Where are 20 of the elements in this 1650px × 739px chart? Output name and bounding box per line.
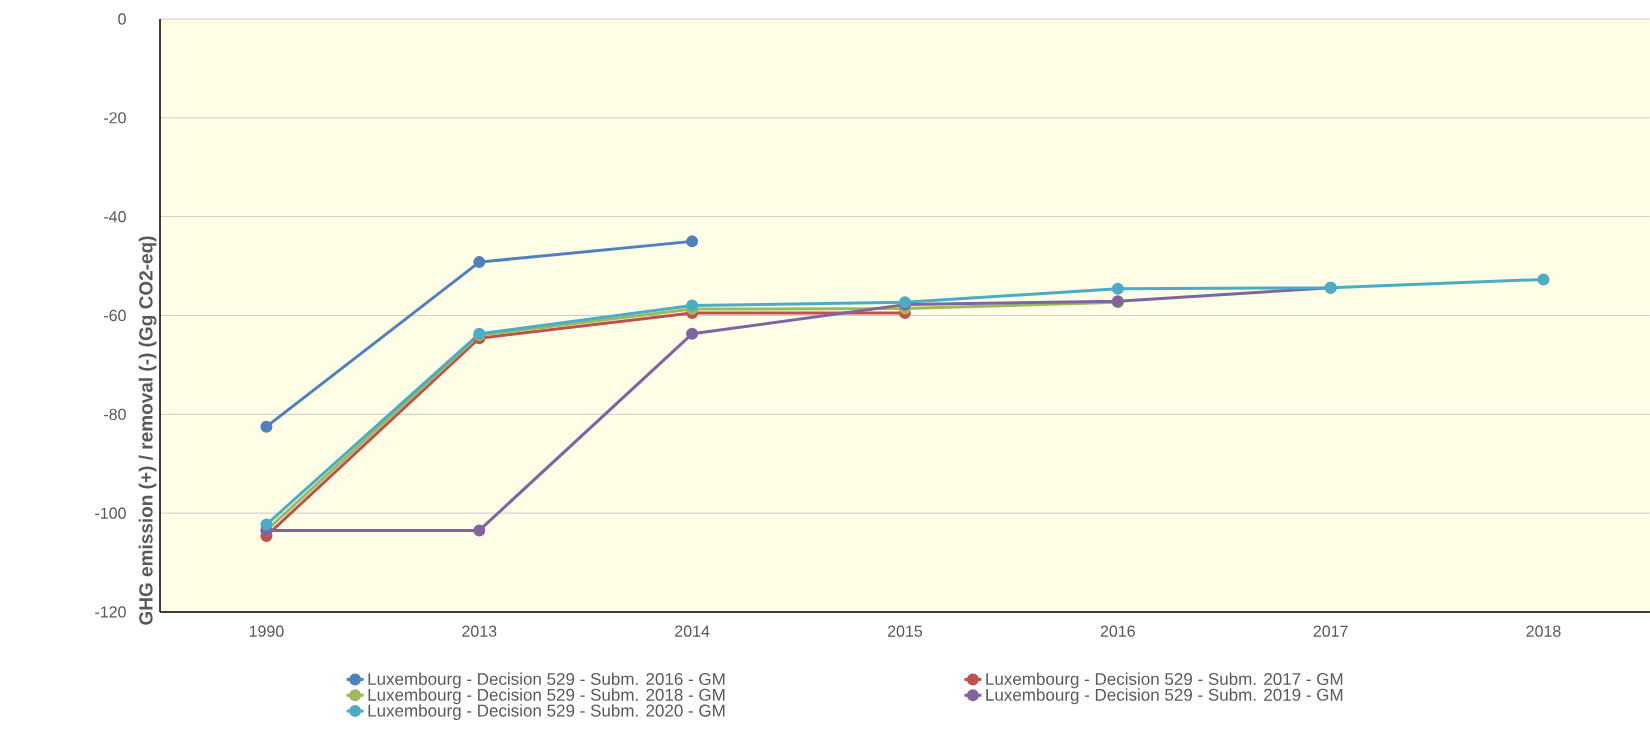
x-tick-label: 2016 (1100, 625, 1135, 637)
y-tick-label: -40 (104, 211, 126, 223)
y-axis-title: GHG emission (+) / removal (-) (Gg CO2-eq) (138, 236, 157, 625)
legend-label: Luxembourg - Decision 529 - Subm. 2018 - GM (368, 688, 725, 705)
x-tick-label: 2015 (887, 625, 923, 637)
legend-label: Luxembourg - Decision 529 - Subm. 2016 - GM (368, 672, 725, 689)
legend-label: Luxembourg - Decision 529 - Subm. 2017 - GM (986, 672, 1343, 689)
x-tick-label: 2014 (675, 625, 710, 637)
x-tick-label: 2013 (462, 625, 497, 637)
x-tick-label: 1990 (249, 625, 284, 637)
y-tick-label: -60 (104, 309, 126, 322)
x-tick-label: 2018 (1526, 625, 1561, 637)
y-tick-label: 0 (118, 13, 126, 25)
y-tick-label: -80 (104, 408, 126, 420)
legend-label: Luxembourg - Decision 529 - Subm. 2020 - GM (368, 704, 725, 721)
y-tick-label: -100 (95, 507, 126, 519)
y-tick-label: -20 (104, 112, 126, 124)
x-tick-label: 2017 (1313, 625, 1348, 637)
legend-label: Luxembourg - Decision 529 - Subm. 2019 - GM (986, 688, 1343, 705)
y-tick-label: -120 (95, 606, 126, 618)
